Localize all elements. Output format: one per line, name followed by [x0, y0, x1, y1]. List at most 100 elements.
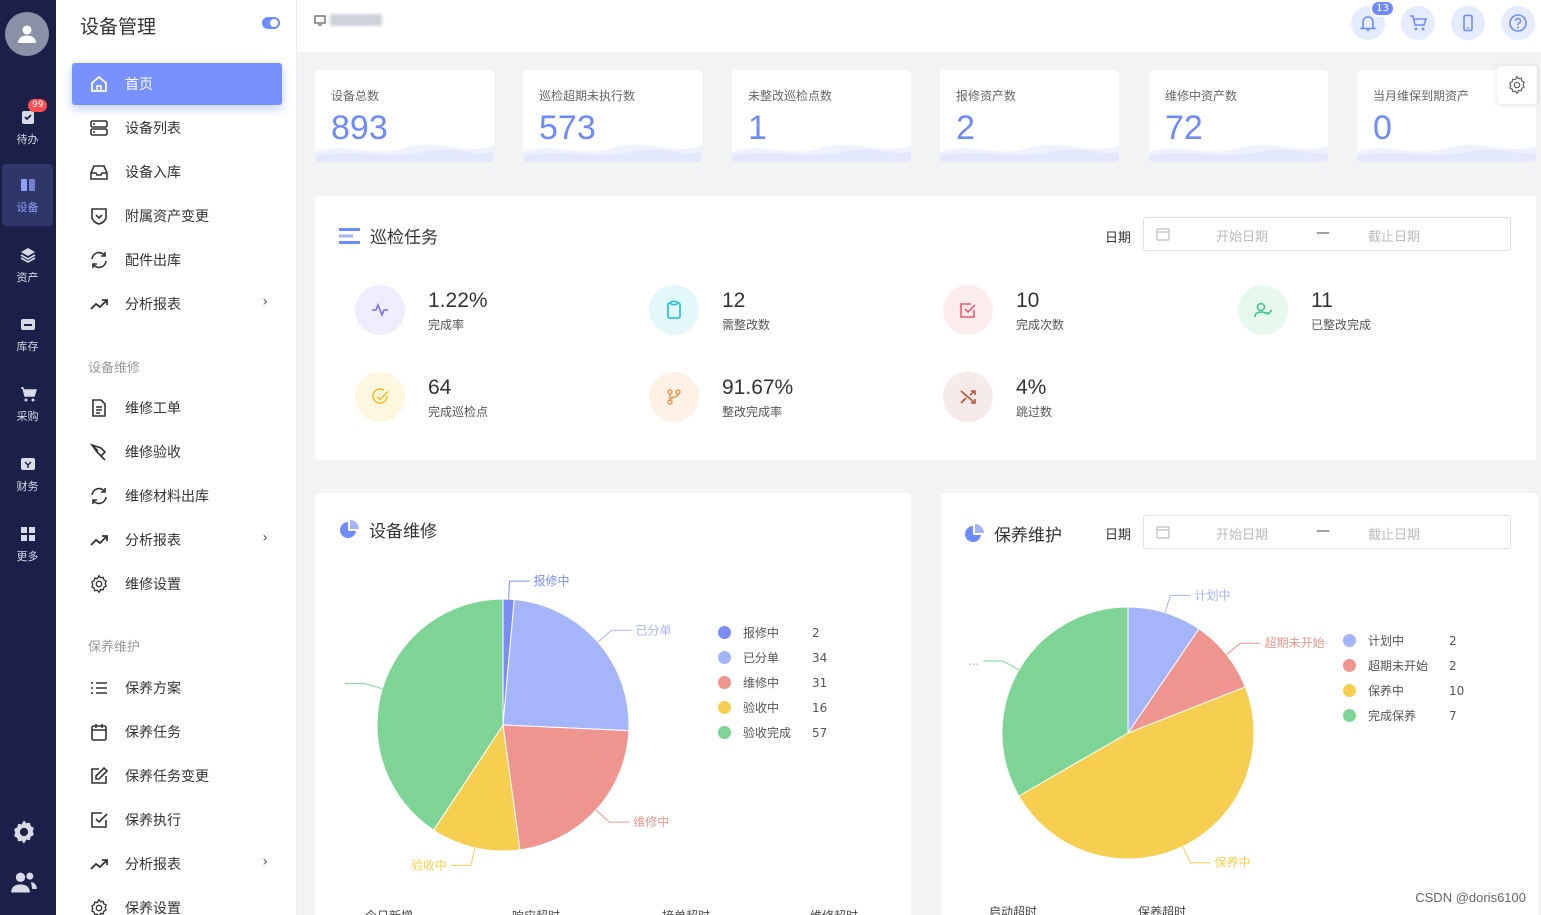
repair-chart-legend: 报修中 2 已分单 34 维修中 31 验收中 16 验收完成 57: [718, 620, 827, 745]
notification-button[interactable]: 13: [1351, 0, 1395, 40]
metric-value: 1.22%: [428, 288, 488, 312]
legend-item[interactable]: 维修中 31: [718, 670, 827, 695]
repair-card: 设备维修 报修中 已分单 维修中 验收中 报修中 2 已分单 34 维修中 31 验收中 16 验收完…: [315, 493, 911, 915]
sidebar-item-parts-outbound[interactable]: 配件出库: [72, 239, 282, 281]
rail-label: 待办: [16, 132, 39, 146]
home-icon: [88, 73, 110, 95]
legend-item[interactable]: 验收中 16: [718, 695, 827, 720]
rail-item-inventory[interactable]: 库存: [2, 303, 53, 365]
sidebar-group-label: 设备维修: [88, 361, 141, 376]
legend-label: 维修中: [743, 676, 780, 690]
legend-value: 34: [812, 650, 828, 665]
help-button[interactable]: [1501, 6, 1535, 40]
legend-item[interactable]: 计划中 2: [1343, 628, 1457, 653]
wallet-icon: [20, 457, 35, 470]
legend-label: 验收完成: [743, 726, 792, 740]
legend-label: 报修中: [743, 626, 780, 640]
pie-chart-icon: [965, 523, 984, 542]
stat-value: 893: [331, 109, 388, 147]
pie-slice[interactable]: [1127, 606, 1200, 735]
metric-completion-rate: 1.22% 完成率: [355, 285, 488, 335]
stat-card-overdue-inspections[interactable]: 巡检超期未执行数 573: [523, 70, 702, 162]
legend-item[interactable]: 完成保养 7: [1343, 703, 1457, 728]
pie-chart-icon: [340, 519, 359, 538]
repair-footer-label: 今日新增: [365, 907, 413, 915]
gear-icon: [14, 820, 34, 844]
pie-slice[interactable]: [376, 598, 504, 831]
rail-item-finance[interactable]: 财务: [2, 443, 53, 505]
sidebar-item-reports[interactable]: 分析报表 ›: [72, 283, 282, 325]
sidebar-item-device-inbound[interactable]: 设备入库: [72, 151, 282, 193]
inspection-title: 巡检任务: [339, 223, 438, 248]
pie-slice[interactable]: [502, 598, 630, 732]
maintenance-date-range[interactable]: 开始日期 — 截止日期: [1143, 515, 1511, 549]
rail-item-more[interactable]: 更多: [2, 513, 53, 575]
sidebar-item-maintenance-settings[interactable]: 保养设置: [72, 887, 282, 915]
sidebar-collapse-toggle[interactable]: [262, 17, 280, 29]
sidebar-item-repair-acceptance[interactable]: 维修验收: [72, 431, 282, 473]
chevron-right-icon: ›: [262, 294, 268, 310]
mobile-button[interactable]: [1451, 6, 1485, 40]
start-date-input[interactable]: 开始日期: [1216, 528, 1269, 543]
sidebar-item-home[interactable]: 首页: [72, 63, 282, 105]
chevron-right-icon: ›: [262, 854, 268, 870]
rail-item-assets[interactable]: 资产: [2, 234, 53, 296]
legend-item[interactable]: 保养中 10: [1343, 678, 1464, 703]
metric-label: 完成率: [428, 317, 465, 332]
wave-decoration: [732, 144, 911, 162]
end-date-input[interactable]: 截止日期: [1368, 230, 1421, 245]
cart-button[interactable]: [1401, 6, 1435, 40]
sidebar-item-repair-settings[interactable]: 维修设置: [72, 563, 282, 605]
sidebar-item-label: 附属资产变更: [125, 209, 209, 225]
metric-value: 12: [722, 288, 746, 312]
stat-card-unrectified-points[interactable]: 未整改巡检点数 1: [732, 70, 911, 162]
pie-slice[interactable]: [502, 724, 630, 851]
sidebar-item-task-change[interactable]: 保养任务变更: [72, 755, 282, 797]
stat-card-device-total[interactable]: 设备总数 893: [315, 70, 494, 162]
sidebar-item-asset-change[interactable]: 附属资产变更: [72, 195, 282, 237]
pie-label-line: [345, 683, 383, 690]
sidebar-item-maintenance-reports[interactable]: 分析报表 ›: [72, 843, 282, 885]
list-icon: [88, 677, 110, 699]
sidebar-item-repair-materials[interactable]: 维修材料出库: [72, 475, 282, 517]
rail-item-device[interactable]: 设备: [2, 164, 53, 226]
avatar[interactable]: [5, 12, 49, 56]
pie-slice[interactable]: [1018, 686, 1255, 860]
settings-button[interactable]: [10, 818, 38, 850]
legend-item[interactable]: 验收完成 57: [718, 720, 827, 745]
start-date-input[interactable]: 开始日期: [1216, 230, 1269, 245]
sidebar-item-repair-reports[interactable]: 分析报表 ›: [72, 519, 282, 561]
legend-label: 超期未开始: [1368, 659, 1429, 673]
inspection-date-range[interactable]: 开始日期 — 截止日期: [1143, 217, 1511, 251]
metric-value: 64: [428, 375, 452, 399]
workspace-selector[interactable]: [314, 14, 382, 26]
sidebar-item-repair-orders[interactable]: 维修工单: [72, 387, 282, 429]
metric-value: 4%: [1016, 375, 1047, 399]
legend-item[interactable]: 已分单 34: [718, 645, 827, 670]
metric-value: 10: [1016, 288, 1040, 312]
sidebar-item-maintenance-plans[interactable]: 保养方案: [72, 667, 282, 709]
legend-item[interactable]: 报修中 2: [718, 620, 820, 645]
legend-swatch: [718, 701, 731, 714]
legend-item[interactable]: 超期未开始 2: [1343, 653, 1457, 678]
metric-rectify-needed: 12 需整改数: [649, 285, 770, 335]
sidebar-item-maintenance-tasks[interactable]: 保养任务: [72, 711, 282, 753]
pie-slice[interactable]: [1126, 628, 1246, 735]
legend-swatch: [1343, 634, 1356, 647]
cart-icon: [1410, 15, 1427, 31]
end-date-input[interactable]: 截止日期: [1368, 528, 1421, 543]
rail-item-todo[interactable]: 99 待办: [2, 96, 53, 158]
pie-slice-label: 超期未开始: [1265, 635, 1325, 650]
metric-completion-count: 10 完成次数: [943, 285, 1064, 335]
monitor-icon: [314, 15, 326, 26]
stat-card-reported-assets[interactable]: 报修资产数 2: [940, 70, 1119, 162]
users-button[interactable]: [10, 868, 38, 900]
pie-slice[interactable]: [1001, 606, 1129, 797]
dashboard-settings-button[interactable]: [1497, 66, 1537, 104]
stat-card-in-repair-assets[interactable]: 维修中资产数 72: [1149, 70, 1328, 162]
sidebar-item-device-list[interactable]: 设备列表: [72, 107, 282, 149]
notification-badge: 13: [1370, 0, 1395, 17]
rail-item-purchase[interactable]: 采购: [2, 373, 53, 435]
sidebar-item-maintenance-execution[interactable]: 保养执行: [72, 799, 282, 841]
